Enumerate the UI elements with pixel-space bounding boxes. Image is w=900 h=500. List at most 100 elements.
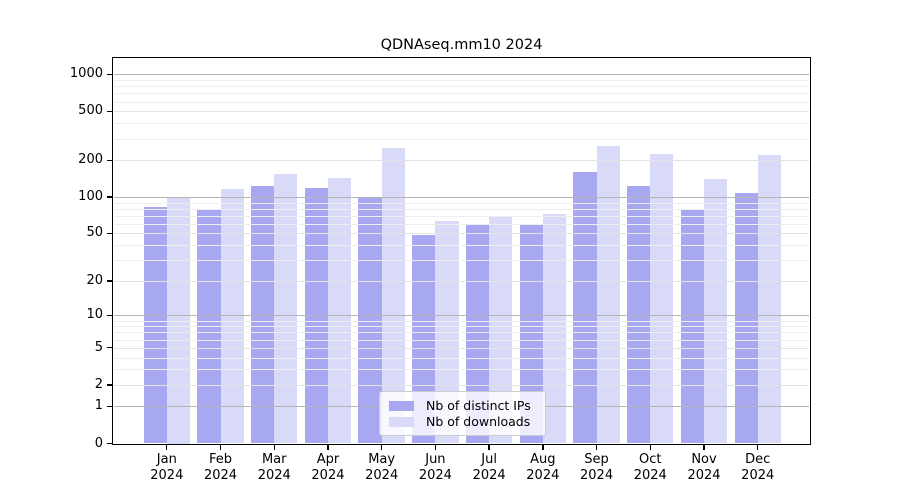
- x-tick-month: Feb: [209, 452, 233, 467]
- x-tick-mark: [488, 444, 490, 450]
- x-tick-mark: [166, 444, 168, 450]
- minor-gridline: [114, 369, 809, 371]
- x-tick-month: Apr: [316, 452, 340, 467]
- x-tick-mark: [380, 444, 383, 450]
- legend-item-downloads: Nb of downloads: [389, 414, 536, 429]
- downloads-swatch: [389, 416, 414, 427]
- minor-gridline: [114, 223, 809, 225]
- minor-gridline: [114, 339, 809, 341]
- x-tick-month: Jan: [156, 452, 177, 467]
- x-tick-year: 2024: [257, 467, 291, 483]
- x-tick-mark: [273, 444, 275, 450]
- y-tick-label: 1000: [69, 66, 103, 82]
- bar-downloads: [757, 155, 781, 444]
- x-tick-mark: [649, 444, 651, 450]
- x-tick-year: 2024: [633, 467, 667, 483]
- bar-distinct-ips: [465, 223, 490, 444]
- y-tick-label: 500: [78, 103, 103, 119]
- x-tick-year: 2024: [741, 467, 775, 483]
- y-tick-mark: [107, 110, 113, 113]
- gridline: [114, 160, 809, 162]
- minor-gridline: [114, 93, 809, 95]
- bar-distinct-ips: [143, 207, 167, 444]
- chart-title: QDNAseq.mm10 2024: [380, 37, 543, 53]
- x-tick-month: Aug: [530, 452, 556, 467]
- y-tick-mark: [107, 196, 113, 198]
- y-tick-label: 0: [94, 435, 103, 451]
- x-tick-month: Jul: [481, 452, 497, 467]
- x-tick-label: Jun 2024: [405, 452, 465, 483]
- x-tick-month: Dec: [745, 452, 771, 467]
- x-tick-year: 2024: [472, 467, 506, 483]
- bar-distinct-ips: [519, 224, 543, 444]
- minor-gridline: [114, 202, 809, 204]
- y-tick-label: 20: [86, 272, 103, 288]
- x-tick-year: 2024: [150, 467, 184, 483]
- x-tick-mark: [757, 444, 759, 450]
- minor-gridline: [114, 326, 809, 328]
- bar-distinct-ips: [627, 185, 651, 444]
- x-tick-label: Sep 2024: [567, 452, 627, 483]
- y-tick-mark: [107, 347, 113, 349]
- x-tick-label: Jan 2024: [137, 452, 197, 483]
- bar-downloads: [542, 214, 567, 444]
- x-tick-month: Mar: [261, 452, 287, 467]
- y-tick-mark: [107, 314, 113, 317]
- legend-item-distinct-ips: Nb of distinct IPs: [389, 398, 536, 413]
- x-tick-year: 2024: [580, 467, 614, 483]
- y-tick-mark: [107, 384, 113, 386]
- y-tick-mark: [107, 442, 113, 445]
- x-tick-year: 2024: [526, 467, 560, 483]
- x-tick-year: 2024: [365, 467, 399, 483]
- x-tick-year: 2024: [687, 467, 721, 483]
- y-tick-label: 2: [94, 376, 103, 392]
- y-tick-mark: [107, 232, 113, 235]
- x-tick-label: Nov 2024: [674, 452, 734, 483]
- gridline: [114, 233, 809, 235]
- y-tick-mark: [107, 405, 113, 408]
- minor-gridline: [114, 80, 809, 82]
- legend: Nb of distinct IPs Nb of downloads: [379, 391, 546, 436]
- x-tick-mark: [542, 444, 544, 450]
- x-tick-mark: [595, 444, 598, 450]
- x-tick-month: May: [368, 452, 396, 467]
- minor-gridline: [114, 123, 809, 125]
- minor-gridline: [114, 101, 809, 103]
- gridline: [114, 280, 809, 282]
- bar-distinct-ips: [251, 186, 275, 444]
- y-tick-label: 1: [94, 398, 103, 414]
- y-tick-mark: [107, 73, 113, 76]
- y-tick-label: 100: [78, 188, 103, 204]
- bar-distinct-ips: [573, 172, 597, 444]
- x-tick-label: Oct 2024: [620, 452, 680, 483]
- minor-gridline: [114, 332, 809, 334]
- bar-downloads: [650, 153, 674, 444]
- minor-gridline: [114, 208, 809, 210]
- y-tick-mark: [107, 159, 113, 161]
- x-tick-label: Dec 2024: [728, 452, 788, 483]
- x-tick-mark: [219, 444, 222, 450]
- minor-gridline: [114, 320, 809, 322]
- x-tick-year: 2024: [418, 467, 452, 483]
- x-tick-label: Mar 2024: [244, 452, 304, 483]
- bar-downloads: [327, 178, 352, 444]
- y-tick-label: 10: [86, 307, 103, 323]
- minor-gridline: [114, 245, 809, 247]
- x-tick-mark: [434, 444, 437, 450]
- y-tick-label: 200: [78, 152, 103, 168]
- minor-gridline: [114, 215, 809, 217]
- distinct-ips-swatch: [389, 400, 414, 411]
- x-tick-label: Jul 2024: [459, 452, 519, 483]
- y-tick-label: 50: [86, 225, 103, 241]
- x-tick-label: Apr 2024: [298, 452, 358, 483]
- x-tick-month: Jun: [425, 452, 446, 467]
- x-tick-month: Nov: [691, 452, 717, 467]
- decade-gridline: [114, 315, 809, 317]
- bar-downloads: [274, 173, 298, 444]
- minor-gridline: [114, 138, 809, 140]
- minor-gridline: [114, 357, 809, 359]
- minor-gridline: [114, 86, 809, 88]
- x-tick-mark: [327, 444, 329, 450]
- y-tick-mark: [107, 280, 113, 282]
